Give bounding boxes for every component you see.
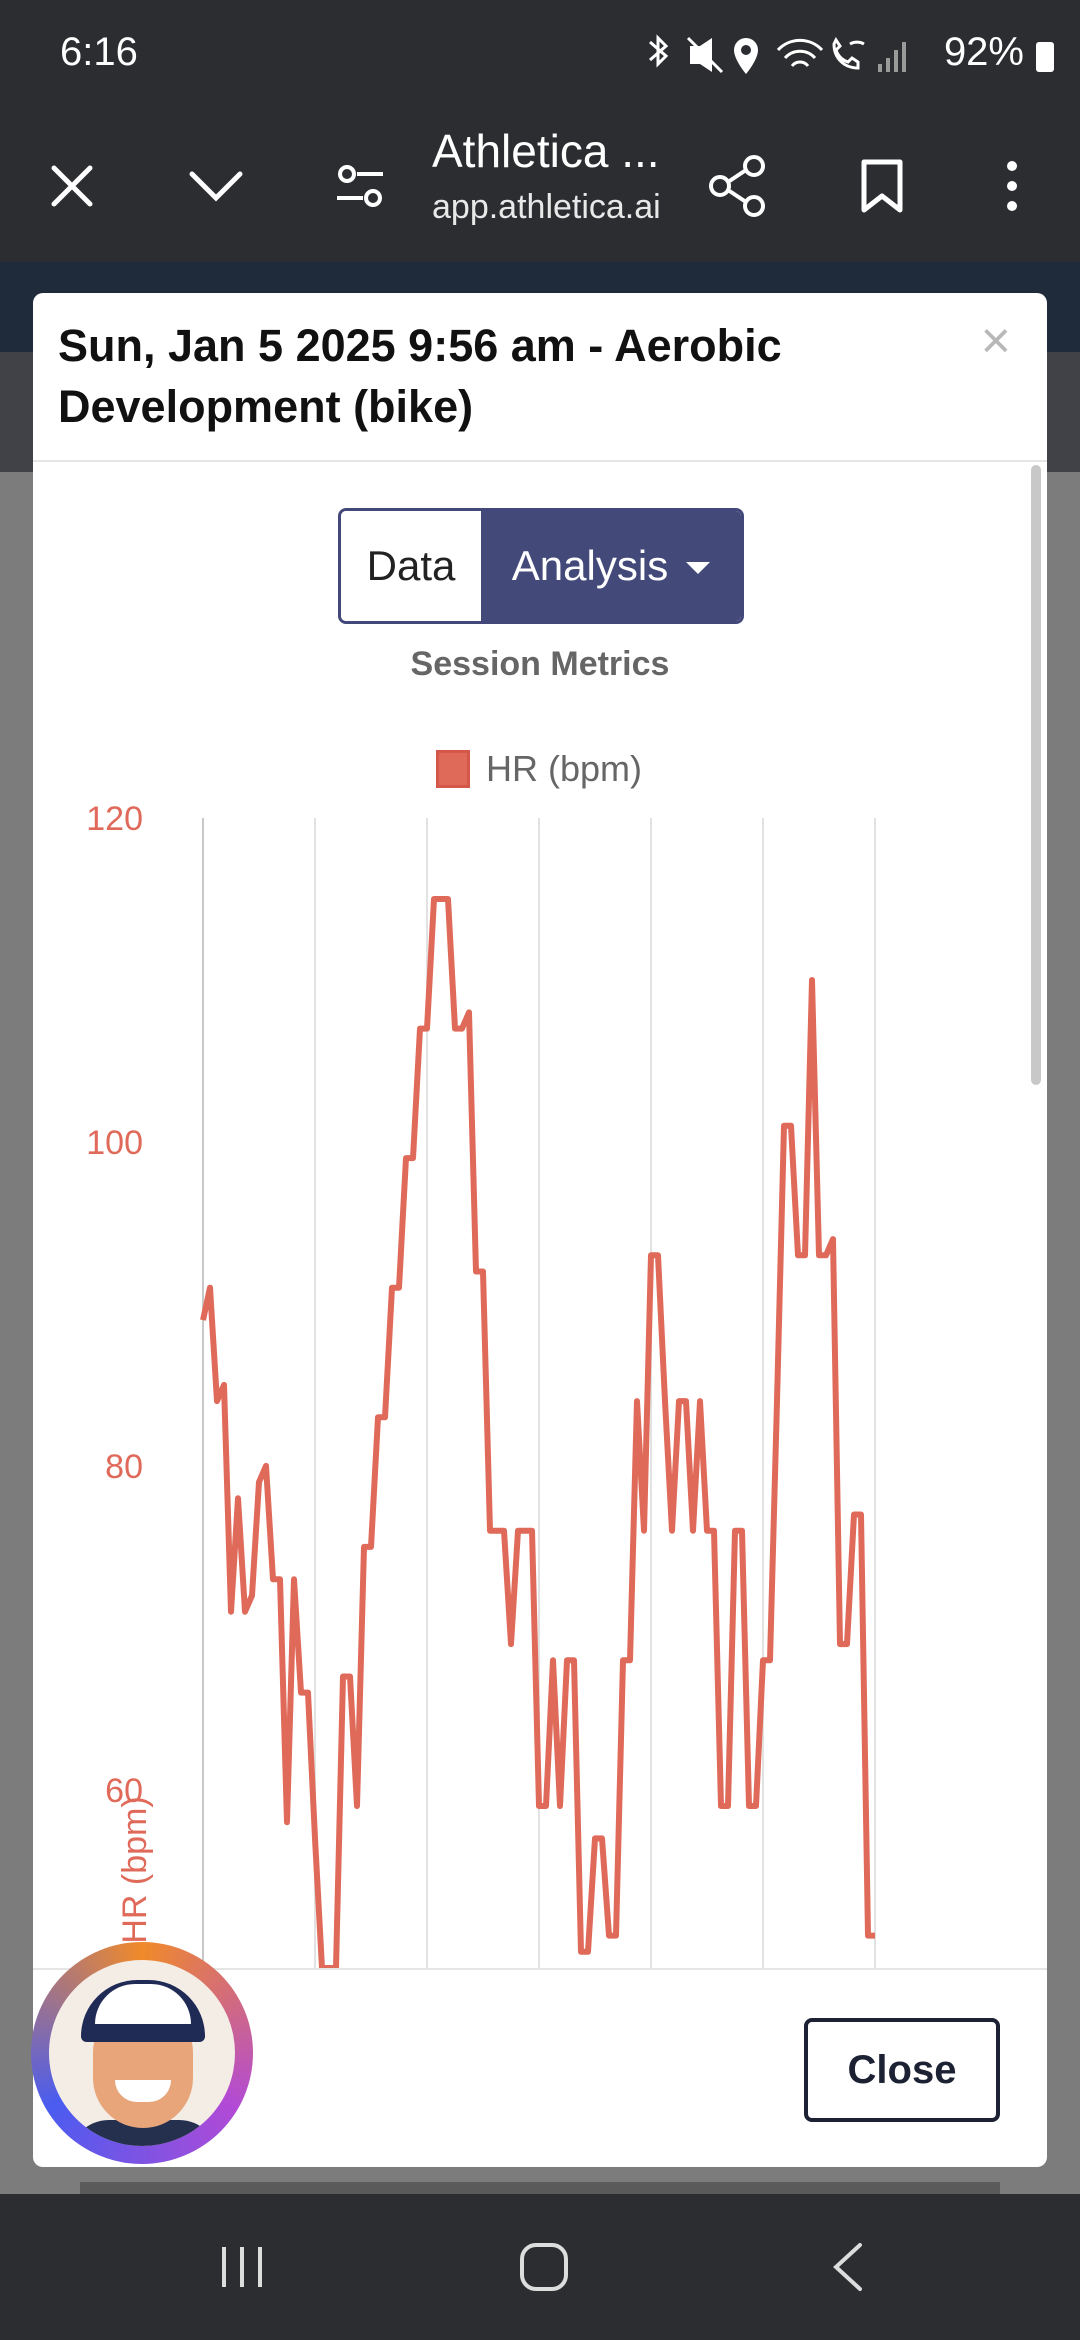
y-tick-label: 100 bbox=[86, 1124, 143, 1162]
location-icon bbox=[734, 38, 758, 74]
page-title[interactable]: Athletica ... bbox=[432, 125, 660, 177]
coach-avatar[interactable] bbox=[31, 1942, 253, 2164]
y-axis-label: HR (bpm) bbox=[116, 1796, 154, 1943]
avatar-smile bbox=[115, 2080, 171, 2102]
battery-percent: 92% bbox=[943, 30, 1024, 74]
scrollbar[interactable] bbox=[1031, 465, 1041, 1085]
avatar-image bbox=[49, 1960, 235, 2146]
wifi-icon bbox=[776, 38, 824, 68]
y-tick-label: 80 bbox=[105, 1448, 143, 1486]
tab-data-label: Data bbox=[366, 542, 456, 589]
page-url[interactable]: app.athletica.ai bbox=[432, 188, 661, 226]
close-icon[interactable] bbox=[22, 110, 122, 262]
recent-apps-icon[interactable] bbox=[182, 2194, 302, 2340]
bookmark-icon[interactable] bbox=[832, 110, 932, 262]
share-icon[interactable] bbox=[688, 110, 788, 262]
tab-analysis[interactable]: Analysis bbox=[481, 511, 741, 621]
y-axis-ticks: 60 80 100 120 bbox=[86, 800, 143, 1810]
status-time: 6:16 bbox=[60, 30, 138, 74]
tab-data[interactable]: Data bbox=[341, 511, 481, 621]
bluetooth-icon bbox=[649, 34, 669, 68]
chart-legend[interactable]: HR (bpm) bbox=[436, 748, 642, 790]
view-switch: Data Analysis bbox=[338, 508, 744, 624]
modal-title: Sun, Jan 5 2025 9:56 am - Aerobic Develo… bbox=[58, 320, 782, 432]
chevron-down-icon[interactable] bbox=[166, 110, 266, 262]
tab-analysis-label: Analysis bbox=[511, 542, 669, 589]
series-line-hr bbox=[200, 896, 875, 1968]
system-nav-bar bbox=[0, 2194, 1080, 2340]
battery-icon bbox=[1036, 42, 1054, 72]
legend-swatch bbox=[436, 750, 470, 788]
mute-icon bbox=[686, 36, 724, 74]
page-footer bbox=[80, 2182, 1000, 2194]
tune-icon[interactable] bbox=[310, 110, 410, 262]
modal-close-icon[interactable]: × bbox=[980, 312, 1011, 370]
home-icon[interactable] bbox=[484, 2194, 604, 2340]
legend-label: HR (bpm) bbox=[486, 748, 643, 789]
footer-divider bbox=[33, 1968, 1047, 1970]
back-icon[interactable] bbox=[788, 2194, 908, 2340]
y-tick-label: 120 bbox=[86, 800, 143, 838]
divider bbox=[33, 460, 1047, 462]
caret-down-icon bbox=[686, 562, 711, 574]
hr-chart: 60 80 100 120 HR (bpm) bbox=[86, 800, 876, 1968]
browser-toolbar: Athletica ... app.athletica.ai bbox=[0, 110, 1080, 262]
y-tick-label: 60 bbox=[105, 1772, 143, 1810]
section-title: Session Metrics bbox=[410, 645, 670, 683]
session-modal: Sun, Jan 5 2025 9:56 am - Aerobic Develo… bbox=[33, 293, 1047, 2167]
close-button[interactable]: Close bbox=[804, 2018, 1000, 2122]
status-icons bbox=[649, 34, 906, 74]
more-icon[interactable] bbox=[962, 110, 1062, 262]
status-bar: 6:16 92% bbox=[0, 0, 1080, 110]
signal-icon bbox=[878, 42, 906, 72]
wifi-call-icon bbox=[832, 37, 865, 70]
